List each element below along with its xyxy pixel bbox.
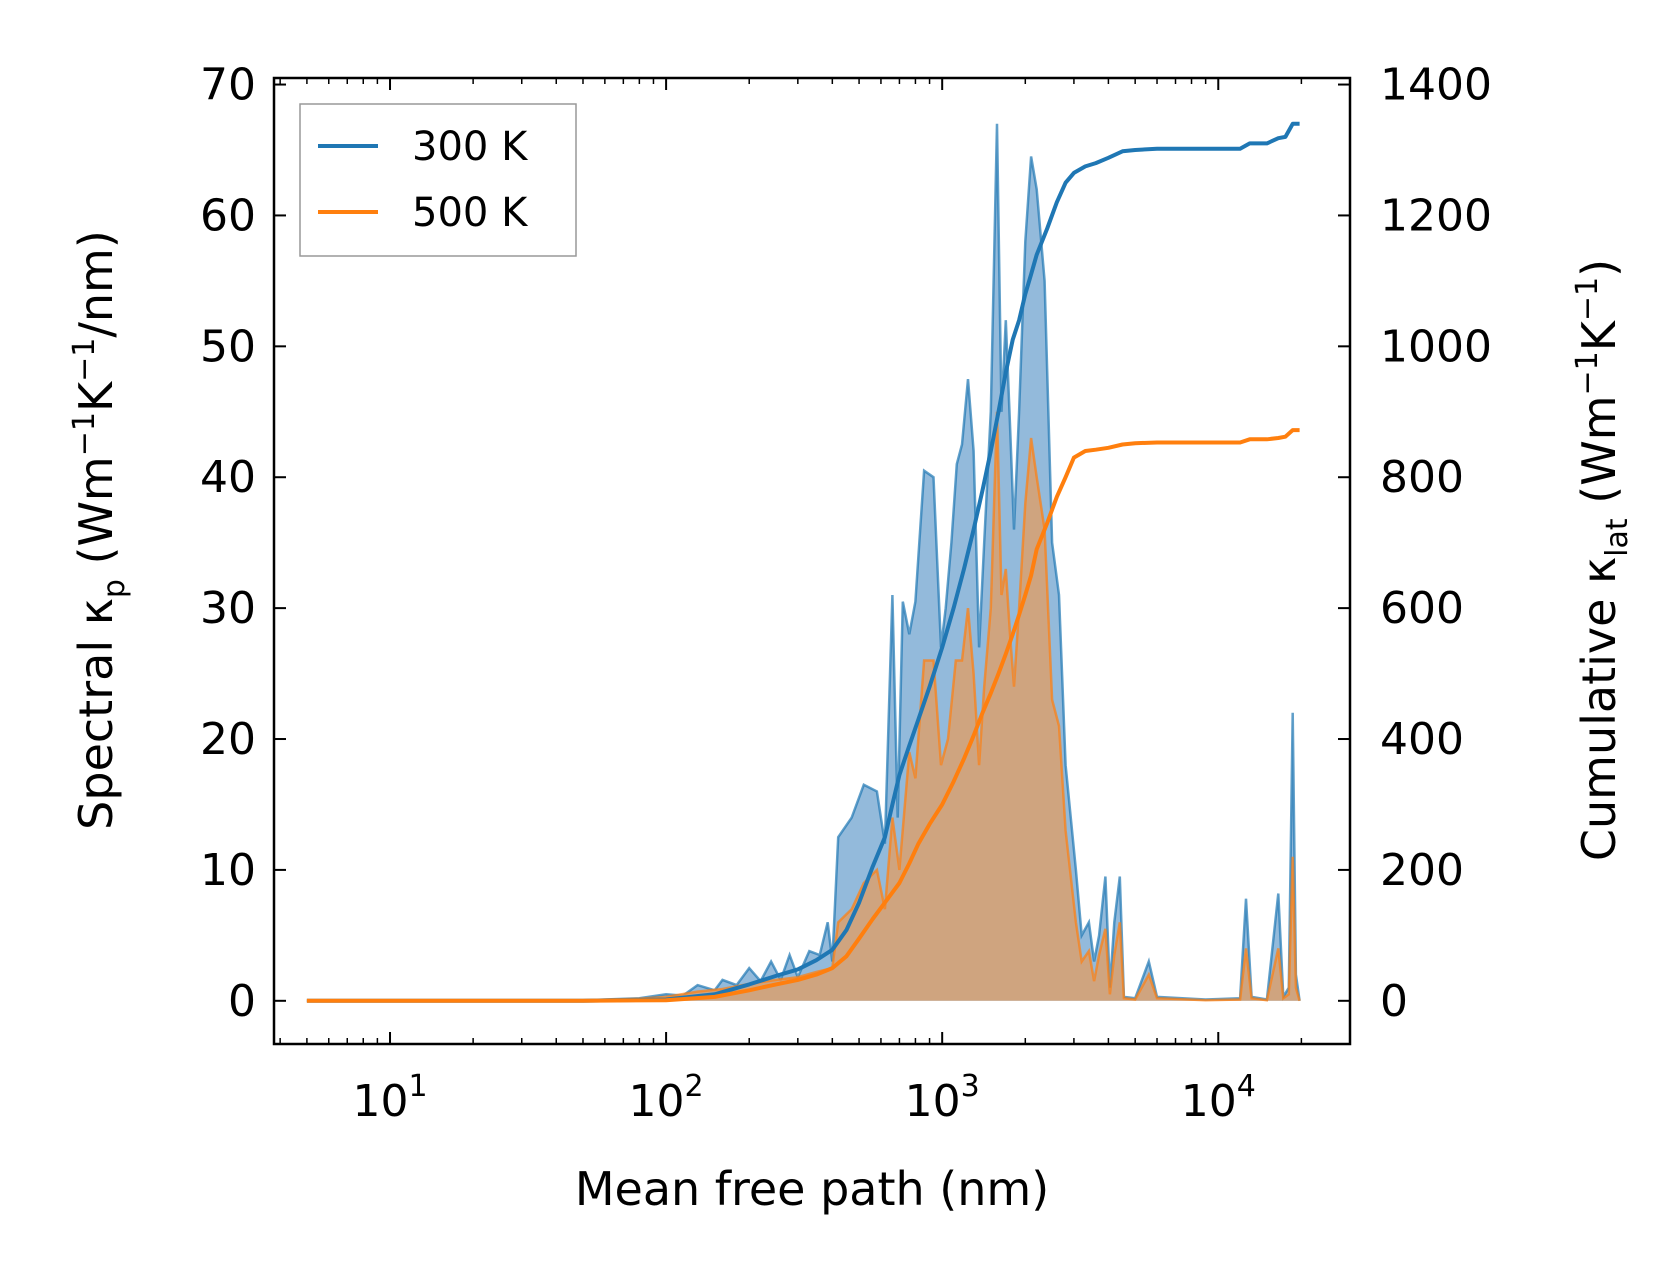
legend-label-500k: 500 K xyxy=(412,190,529,236)
x-tick-label: 101 xyxy=(352,1069,427,1127)
x-axis-label: Mean free path (nm) xyxy=(575,1162,1049,1216)
y-right-tick-label: 400 xyxy=(1380,714,1464,765)
y-axis-label-right: Cumulative κlat (Wm−1K−1) xyxy=(1570,259,1635,861)
y-right-tick-label: 200 xyxy=(1380,845,1464,896)
y-left-tick-label: 50 xyxy=(200,321,256,372)
y-right-tick-label: 800 xyxy=(1380,452,1464,503)
y-left-tick-label: 30 xyxy=(200,583,256,634)
y-left-tick-label: 70 xyxy=(200,60,256,111)
y-right-tick-label: 1200 xyxy=(1380,190,1492,241)
legend-frame xyxy=(299,103,577,257)
plot-area xyxy=(306,121,1301,1003)
legend-label-300k: 300 K xyxy=(412,124,529,170)
y-left-tick-label: 60 xyxy=(200,190,256,241)
y-right-tick-label: 600 xyxy=(1380,583,1464,634)
spectral-fills xyxy=(306,123,1301,1003)
y-axis-label-left: Spectral κp (Wm−1K−1/nm) xyxy=(67,230,132,830)
x-tick-label: 103 xyxy=(905,1069,980,1127)
y-right-tick-label: 1400 xyxy=(1380,60,1492,111)
y-left-tick-label: 10 xyxy=(200,845,256,896)
spectral-edge-500k xyxy=(306,411,1301,1003)
y-right-tick-label: 0 xyxy=(1380,976,1408,1027)
x-tick-label: 104 xyxy=(1181,1069,1256,1127)
cumulative-line-300k xyxy=(306,121,1300,1003)
axes: 101 102 103 104 0 10 20 30 40 50 60 70 0 200 400 600 800… xyxy=(200,60,1492,1127)
cumulative-line-500k xyxy=(306,428,1300,1003)
spectral-area-500k xyxy=(306,411,1300,1001)
y-left-tick-label: 40 xyxy=(200,452,256,503)
y-left-tick-label: 20 xyxy=(200,714,256,765)
y-left-tick-label: 0 xyxy=(228,976,256,1027)
y-right-tick-label: 1000 xyxy=(1380,321,1492,372)
x-tick-label: 102 xyxy=(629,1069,704,1127)
legend: 300 K 500 K xyxy=(299,103,577,257)
cumulative-lines xyxy=(306,121,1300,1003)
plot-frame xyxy=(272,76,1352,1046)
